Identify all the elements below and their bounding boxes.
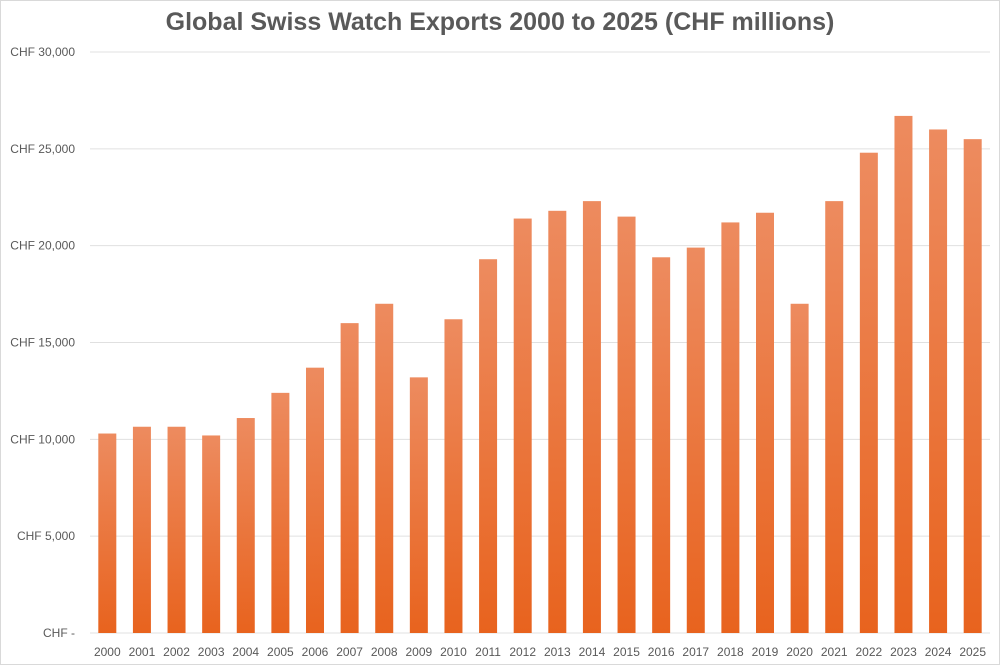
x-axis-labels: 2000 2001 2002 2003 2004 2005 2006 2007 2008 2009… [94,645,986,659]
x-tick-label: 2011 [475,645,501,659]
x-tick-label: 2013 [544,645,571,659]
x-tick-label: 2007 [336,645,363,659]
y-tick-label: CHF - [43,626,75,640]
bar-2025 [963,139,982,633]
bar-2005 [271,392,290,633]
x-tick-label: 2022 [855,645,882,659]
bar-2000 [98,433,117,633]
bar-2004 [236,418,255,633]
bar-2013 [548,210,567,633]
bar-2015 [617,216,636,633]
x-tick-label: 2019 [752,645,779,659]
bar-2024 [929,129,948,633]
x-tick-label: 2021 [821,645,848,659]
bar-2021 [825,201,844,633]
bar-2010 [444,319,463,633]
x-tick-label: 2020 [786,645,813,659]
x-tick-label: 2005 [267,645,294,659]
y-tick-label: CHF 30,000 [10,45,75,59]
x-tick-label: 2001 [129,645,156,659]
bar-2019 [756,212,774,633]
bar-2012 [513,218,532,633]
bar-2018 [721,222,740,633]
x-tick-label: 2003 [198,645,225,659]
bar-2006 [306,367,324,633]
x-tick-label: 2012 [509,645,536,659]
x-tick-label: 2000 [94,645,121,659]
bar-2009 [409,377,428,633]
bar-2014 [582,201,601,633]
x-tick-label: 2006 [302,645,329,659]
bar-2002 [167,426,186,633]
bar-2020 [790,303,809,633]
bar-2016 [652,257,671,633]
x-tick-label: 2008 [371,645,398,659]
bars [98,115,982,633]
y-tick-label: CHF 5,000 [17,529,75,543]
x-tick-label: 2016 [648,645,675,659]
y-tick-label: CHF 15,000 [10,336,75,350]
bar-2003 [202,435,221,633]
bar-2023 [894,115,913,633]
x-tick-label: 2004 [232,645,259,659]
y-tick-label: CHF 20,000 [10,239,75,253]
bar-2022 [859,152,878,633]
chart-title: Global Swiss Watch Exports 2000 to 2025 … [165,8,835,36]
y-tick-label: CHF 10,000 [10,432,75,446]
x-tick-label: 2017 [682,645,709,659]
x-tick-label: 2023 [890,645,917,659]
x-tick-label: 2014 [579,645,606,659]
bar-2008 [375,303,394,633]
bar-2007 [340,323,359,633]
bar-2011 [479,259,498,633]
bar-2001 [132,426,151,633]
y-axis-labels: CHF - CHF 5,000 CHF 10,000 CHF 15,000 CHF 20… [10,45,75,640]
x-tick-label: 2002 [163,645,190,659]
x-tick-label: 2025 [959,645,986,659]
y-tick-label: CHF 25,000 [10,142,75,156]
gridlines [90,51,990,634]
x-tick-label: 2009 [405,645,432,659]
x-tick-label: 2018 [717,645,744,659]
x-tick-label: 2015 [613,645,640,659]
x-tick-label: 2024 [925,645,952,659]
bar-2017 [686,247,705,633]
x-tick-label: 2010 [440,645,467,659]
